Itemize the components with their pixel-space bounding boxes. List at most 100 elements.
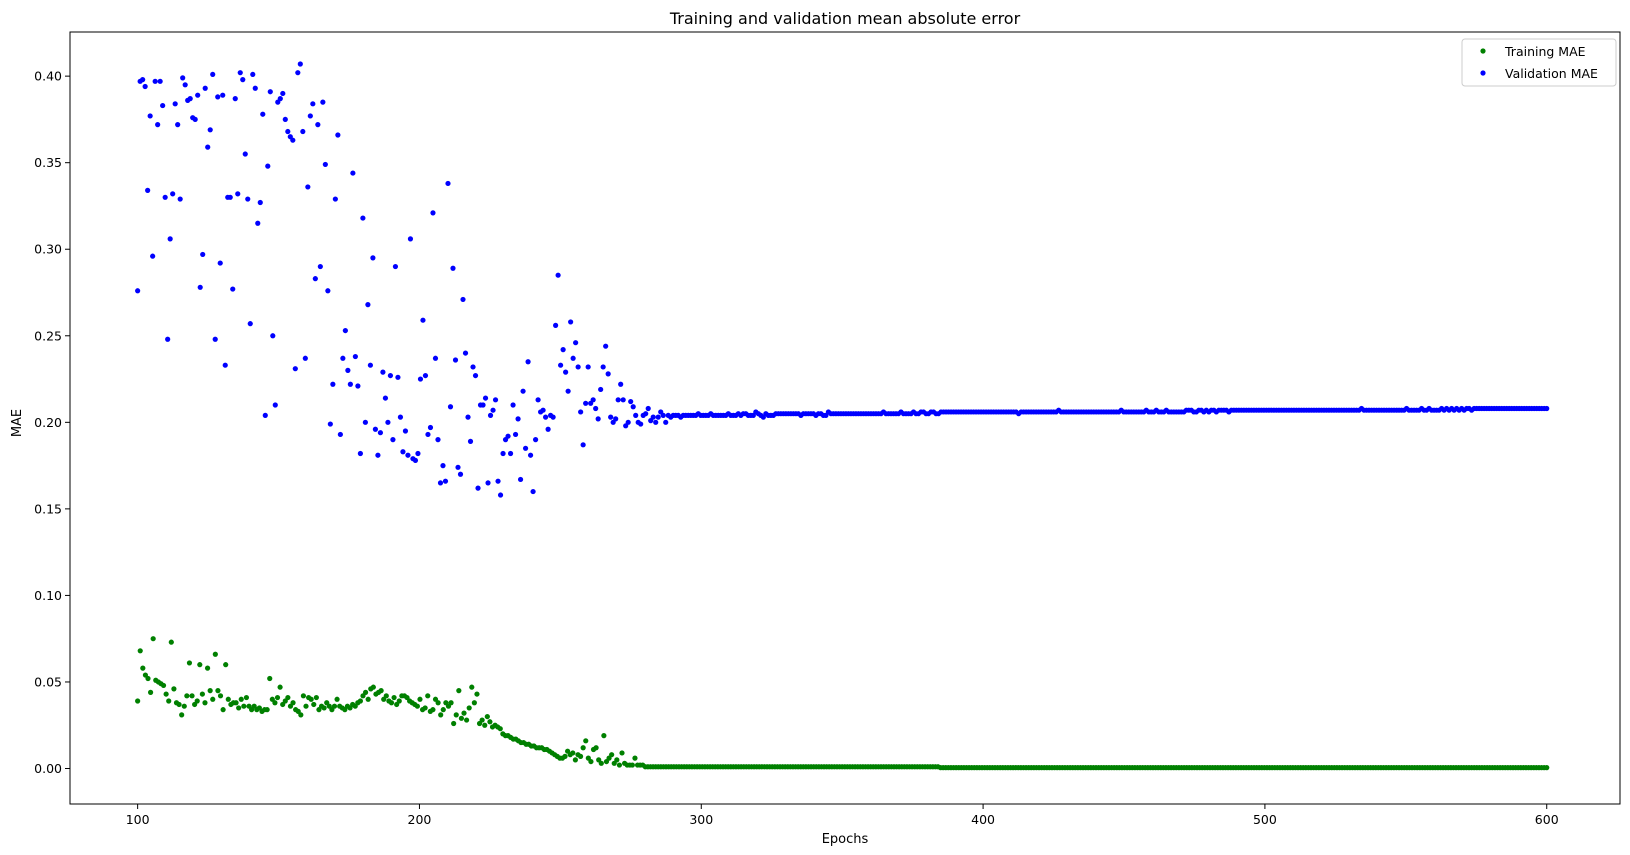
y-tick-label: 0.15 bbox=[34, 501, 62, 516]
data-point bbox=[245, 196, 251, 202]
data-point bbox=[250, 71, 256, 78]
data-point bbox=[595, 416, 601, 422]
data-point bbox=[497, 726, 503, 732]
data-point bbox=[207, 127, 213, 133]
data-point bbox=[267, 89, 273, 95]
data-point bbox=[300, 128, 306, 135]
data-point bbox=[550, 414, 556, 420]
plot-area: 100 200 300 400 500 600 0.000.050.100.150.200… bbox=[34, 31, 1621, 827]
data-point bbox=[168, 639, 174, 645]
data-point bbox=[225, 696, 231, 702]
data-point bbox=[243, 694, 250, 701]
data-point bbox=[630, 404, 636, 410]
data-point bbox=[497, 492, 504, 498]
data-point bbox=[422, 372, 429, 379]
data-point bbox=[232, 96, 238, 102]
data-point bbox=[350, 170, 356, 176]
data-point bbox=[555, 272, 561, 278]
data-point bbox=[147, 113, 153, 119]
data-point bbox=[572, 757, 578, 763]
data-point bbox=[391, 694, 397, 701]
data-point bbox=[475, 485, 481, 491]
data-point bbox=[480, 402, 486, 408]
data-point bbox=[233, 700, 239, 706]
data-point bbox=[307, 113, 313, 119]
data-point bbox=[166, 698, 172, 704]
data-point bbox=[321, 705, 327, 711]
data-point bbox=[217, 260, 223, 266]
data-point bbox=[230, 286, 236, 292]
data-point bbox=[197, 662, 203, 668]
data-point bbox=[663, 419, 669, 425]
y-tick-label: 0.10 bbox=[34, 588, 62, 603]
data-point bbox=[432, 355, 439, 361]
data-point bbox=[155, 122, 161, 128]
data-point bbox=[396, 698, 402, 704]
data-point bbox=[210, 696, 216, 702]
data-point bbox=[512, 431, 519, 438]
data-point bbox=[205, 144, 211, 150]
data-point bbox=[517, 476, 524, 483]
data-point bbox=[322, 161, 328, 168]
data-point bbox=[395, 374, 401, 380]
y-axis-ticks: 0.00 0.05 0.10 0.15 0.20 0.25 0.30 0.35 0.40 bbox=[34, 69, 70, 776]
data-point bbox=[240, 77, 246, 83]
data-point bbox=[197, 284, 203, 290]
data-point bbox=[457, 471, 464, 477]
data-point bbox=[290, 137, 296, 143]
data-point bbox=[565, 388, 571, 394]
data-point bbox=[252, 85, 258, 91]
data-point bbox=[295, 70, 301, 76]
data-point bbox=[435, 437, 441, 443]
data-point bbox=[570, 355, 576, 361]
data-point bbox=[442, 478, 449, 484]
data-point bbox=[311, 701, 317, 708]
data-point bbox=[274, 694, 281, 701]
data-point bbox=[452, 357, 459, 363]
data-point bbox=[227, 194, 233, 200]
data-point bbox=[655, 414, 661, 420]
data-point bbox=[577, 753, 584, 760]
data-point bbox=[660, 412, 666, 418]
data-point bbox=[181, 703, 187, 709]
data-point bbox=[370, 255, 376, 261]
data-point bbox=[414, 703, 420, 709]
series-training-mae bbox=[135, 636, 1550, 771]
data-point bbox=[312, 276, 318, 282]
data-point bbox=[573, 340, 579, 346]
data-point bbox=[270, 333, 276, 339]
data-point bbox=[643, 411, 649, 417]
data-point bbox=[392, 263, 399, 270]
y-tick-label: 0.35 bbox=[34, 155, 62, 170]
data-point bbox=[568, 319, 574, 325]
data-point bbox=[357, 450, 363, 457]
chart-title: Training and validation mean absolute er… bbox=[669, 9, 1021, 28]
data-point bbox=[303, 703, 309, 709]
data-point bbox=[412, 457, 419, 464]
data-point bbox=[615, 397, 621, 403]
data-point bbox=[257, 199, 263, 206]
data-point bbox=[445, 180, 451, 187]
data-point bbox=[495, 478, 501, 484]
legend-swatch-validation bbox=[1480, 70, 1486, 76]
data-point bbox=[277, 684, 283, 690]
data-point bbox=[207, 688, 213, 694]
data-point bbox=[335, 132, 341, 138]
data-point bbox=[267, 675, 273, 682]
data-point bbox=[150, 636, 156, 642]
data-point bbox=[385, 419, 391, 425]
data-point bbox=[247, 321, 253, 327]
data-point bbox=[583, 738, 589, 744]
data-point bbox=[202, 700, 208, 706]
data-point bbox=[422, 705, 428, 711]
x-tick-label: 500 bbox=[1253, 812, 1277, 827]
data-point bbox=[466, 705, 472, 711]
y-tick-label: 0.05 bbox=[34, 674, 62, 689]
data-point bbox=[292, 366, 298, 372]
data-point bbox=[290, 700, 296, 706]
data-point bbox=[619, 750, 625, 756]
data-point bbox=[505, 433, 511, 439]
plot-frame bbox=[69, 31, 1621, 805]
